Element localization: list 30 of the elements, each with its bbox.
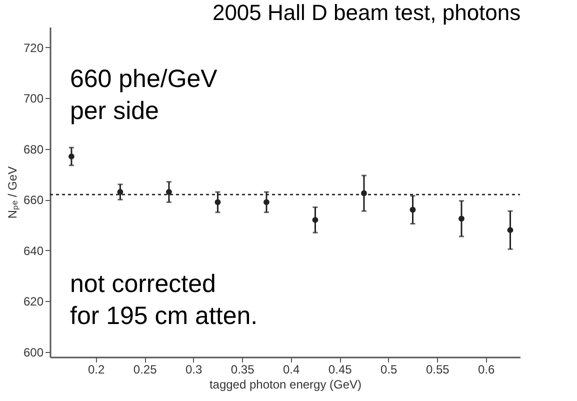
annotation: not corrected for 195 cm atten. bbox=[70, 270, 258, 330]
y-tick-label: 660 bbox=[23, 193, 44, 208]
x-tick-label: 0.45 bbox=[328, 362, 352, 376]
point bbox=[507, 227, 514, 234]
y-tick-label: 600 bbox=[23, 345, 44, 360]
x-tick-label: 0.5 bbox=[380, 362, 398, 376]
annotation: 660 phe/GeV per side bbox=[70, 65, 218, 125]
y-tick-label: 620 bbox=[23, 294, 44, 309]
x-tick-label: 0.6 bbox=[478, 362, 496, 376]
y-tick-label: 700 bbox=[23, 92, 44, 106]
x-tick-label: 0.4 bbox=[283, 362, 300, 376]
y-tick-label: 640 bbox=[23, 244, 44, 258]
x-tick-label: 0.2 bbox=[88, 362, 105, 376]
x-tick-label: 0.3 bbox=[185, 362, 203, 376]
point bbox=[312, 216, 318, 223]
point bbox=[214, 199, 221, 206]
point bbox=[264, 199, 270, 206]
point bbox=[68, 154, 74, 160]
x-axis-title: tagged photon energy (GeV) bbox=[209, 378, 362, 392]
y-tick-label: 720 bbox=[23, 40, 44, 55]
chart-title: 2005 Hall D beam test, photons bbox=[212, 0, 521, 25]
y-axis-title: Nₚₑ / GeV bbox=[5, 166, 20, 219]
point bbox=[166, 189, 172, 195]
point bbox=[410, 206, 416, 213]
point bbox=[117, 189, 124, 195]
x-tick-label: 0.25 bbox=[133, 362, 158, 376]
y-tick-label: 680 bbox=[23, 142, 44, 156]
x-tick-label: 0.35 bbox=[230, 362, 255, 376]
x-tick-label: 0.55 bbox=[426, 362, 450, 376]
point bbox=[458, 216, 464, 222]
